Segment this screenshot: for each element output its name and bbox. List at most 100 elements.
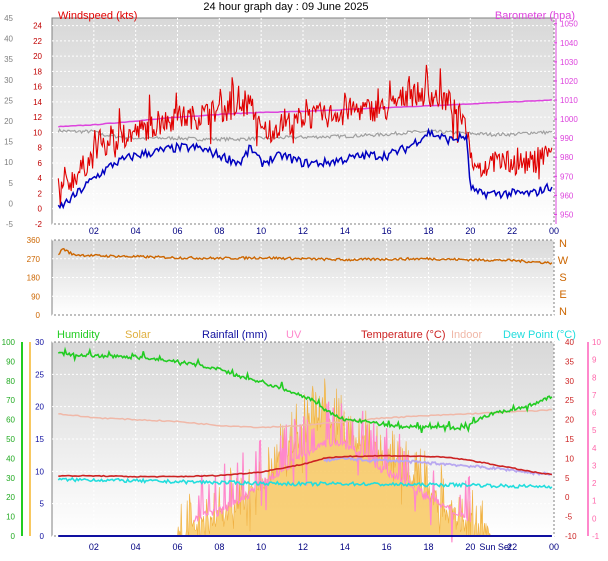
windspeed-tick-label: 24 bbox=[33, 22, 42, 31]
wind-x-tick-label: 08 bbox=[214, 226, 224, 236]
winddir-tick-label: 360 bbox=[27, 236, 41, 245]
rainfall-tick-label: 15 bbox=[35, 435, 44, 444]
multi-x-tick-label: 12 bbox=[298, 542, 308, 552]
winddir-tick-label: 90 bbox=[31, 292, 40, 301]
temperature-tick-label: 0 bbox=[565, 493, 570, 502]
wind-x-tick-label: 16 bbox=[382, 226, 392, 236]
winddir-series bbox=[57, 247, 553, 265]
multi-x-tick-label: 16 bbox=[382, 542, 392, 552]
windspeed-tick-label: 16 bbox=[33, 83, 42, 92]
humidity-tick-label: 90 bbox=[6, 357, 15, 366]
wind-x-tick-label: 12 bbox=[298, 226, 308, 236]
multi-x-tick-label: 00 bbox=[549, 542, 559, 552]
humidity-label: Humidity bbox=[57, 329, 100, 341]
multi-x-tick-label: 02 bbox=[89, 542, 99, 552]
rainfall-tick-label: 10 bbox=[35, 467, 44, 476]
outer-tick-label: 20 bbox=[4, 117, 13, 126]
multi-x-tick-label: 06 bbox=[172, 542, 182, 552]
windspeed-tick-label: 18 bbox=[33, 67, 42, 76]
multi-x-tick-label: 14 bbox=[340, 542, 350, 552]
windspeed-axis-label: Windspeed (kts) bbox=[58, 10, 137, 22]
temperature-tick-label: 15 bbox=[565, 435, 574, 444]
barometer-tick-label: 1000 bbox=[560, 115, 578, 124]
windspeed-tick-label: 12 bbox=[33, 113, 42, 122]
indoor-line bbox=[58, 408, 552, 429]
compass-label: N bbox=[559, 238, 567, 250]
multi-x-tick-label: 08 bbox=[214, 542, 224, 552]
wind-average-line bbox=[57, 127, 553, 210]
multi-series bbox=[57, 346, 553, 543]
uv-tick-label: 1 bbox=[592, 497, 597, 506]
sunset-label: Sun Set bbox=[479, 542, 512, 552]
uv-tick-label: 8 bbox=[592, 373, 597, 382]
purple-trace-line bbox=[323, 456, 553, 476]
wind-x-tick-label: 10 bbox=[256, 226, 266, 236]
temperature-line bbox=[58, 454, 553, 478]
barometer-tick-label: 1010 bbox=[560, 96, 578, 105]
winddir-tick-label: 0 bbox=[36, 311, 41, 320]
wind-x-tick-label: 22 bbox=[507, 226, 517, 236]
grey-trace-line bbox=[57, 127, 553, 143]
temperature-tick-label: 5 bbox=[565, 474, 570, 483]
wind-x-tick-label: 02 bbox=[89, 226, 99, 236]
outer-tick-label: -5 bbox=[6, 220, 14, 229]
chart-title: 24 hour graph day : 09 June 2025 bbox=[203, 1, 368, 13]
uv-tick-label: 2 bbox=[592, 479, 597, 488]
multi-x-tick-label: 10 bbox=[256, 542, 266, 552]
solar-label: Solar bbox=[125, 329, 151, 341]
humidity-line bbox=[57, 346, 553, 434]
windspeed-tick-label: 8 bbox=[38, 144, 43, 153]
windspeed-tick-label: 14 bbox=[33, 98, 42, 107]
multi-x-tick-label: 18 bbox=[423, 542, 433, 552]
uv-tick-label: 5 bbox=[592, 426, 597, 435]
rainfall-tick-label: 5 bbox=[40, 500, 45, 509]
temperature-tick-label: -5 bbox=[565, 513, 573, 522]
winddir-tick-label: 270 bbox=[27, 255, 41, 264]
barometer-tick-label: 980 bbox=[560, 153, 574, 162]
windspeed-tick-label: 20 bbox=[33, 52, 42, 61]
uv-tick-label: 7 bbox=[592, 391, 597, 400]
multi-x-tick-label: 04 bbox=[131, 542, 141, 552]
uv-tick-label: 0 bbox=[592, 514, 597, 523]
humidity-tick-label: 40 bbox=[6, 454, 15, 463]
uv-label: UV bbox=[286, 329, 302, 341]
outer-tick-label: 10 bbox=[4, 158, 13, 167]
humidity-tick-label: 80 bbox=[6, 377, 15, 386]
temperature-tick-label: 25 bbox=[565, 396, 574, 405]
temperature-tick-label: -10 bbox=[565, 532, 577, 541]
windspeed-tick-label: 10 bbox=[33, 128, 42, 137]
uv-tick-label: 3 bbox=[592, 461, 597, 470]
uv-tick-label: -1 bbox=[592, 532, 600, 541]
outer-tick-label: 0 bbox=[9, 199, 14, 208]
barometer-tick-label: 960 bbox=[560, 191, 574, 200]
windspeed-tick-label: -2 bbox=[35, 220, 43, 229]
humidity-tick-label: 70 bbox=[6, 396, 15, 405]
uv-tick-label: 6 bbox=[592, 409, 597, 418]
barometer-tick-label: 990 bbox=[560, 134, 574, 143]
uv-tick-label: 4 bbox=[592, 444, 597, 453]
compass-label: S bbox=[559, 272, 566, 284]
barometer-tick-label: 950 bbox=[560, 210, 574, 219]
compass-label: E bbox=[559, 289, 566, 301]
outer-tick-label: 5 bbox=[9, 179, 14, 188]
temperature-tick-label: 35 bbox=[565, 357, 574, 366]
outer-tick-label: 40 bbox=[4, 35, 13, 44]
windspeed-tick-label: 22 bbox=[33, 37, 42, 46]
wind-direction-line bbox=[57, 247, 553, 265]
outer-tick-label: 30 bbox=[4, 76, 13, 85]
winddir-grid bbox=[52, 239, 555, 316]
temperature-label: Temperature (°C) bbox=[361, 329, 445, 341]
multi-x-tick-label: 22 bbox=[507, 542, 517, 552]
outer-tick-label: 15 bbox=[4, 138, 13, 147]
barometer-tick-label: 1040 bbox=[560, 39, 578, 48]
windspeed-tick-label: 4 bbox=[38, 174, 43, 183]
winddir-tick-label: 180 bbox=[27, 274, 41, 283]
rainfall-tick-label: 20 bbox=[35, 403, 44, 412]
wind-x-tick-label: 18 bbox=[423, 226, 433, 236]
dewpoint-label: Dew Point (°C) bbox=[503, 329, 576, 341]
uv-tick-label: 9 bbox=[592, 356, 597, 365]
outer-tick-label: 25 bbox=[4, 96, 13, 105]
humidity-tick-label: 20 bbox=[6, 493, 15, 502]
